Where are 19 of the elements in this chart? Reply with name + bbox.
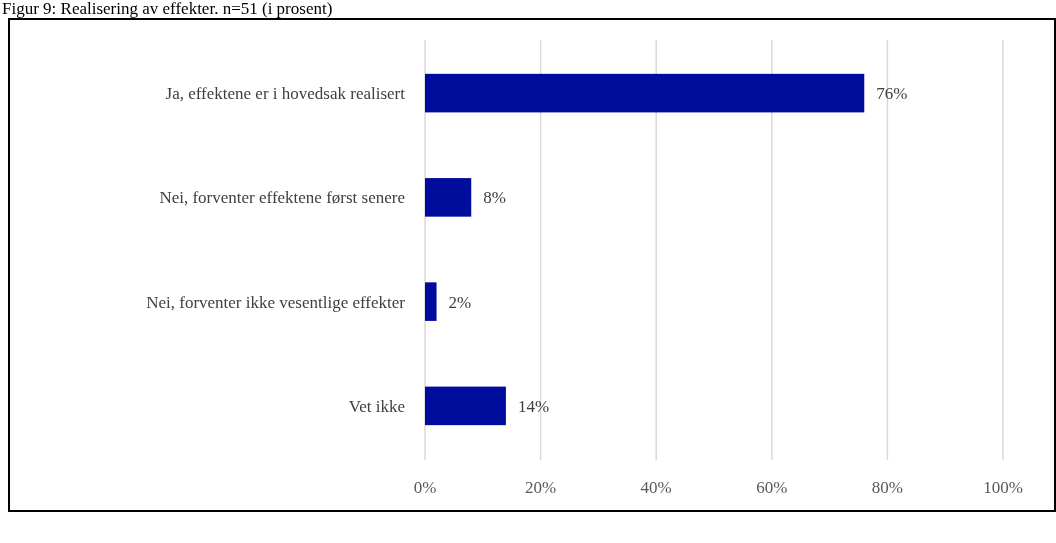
x-tick-label: 60% [756, 478, 788, 497]
data-label: 8% [483, 188, 506, 208]
y-tick-label: Nei, forventer effektene først senere [159, 188, 405, 208]
y-tick-label: Nei, forventer ikke vesentlige effekter [146, 292, 406, 312]
x-tick-label: 0% [413, 478, 437, 497]
bar [425, 178, 472, 217]
data-label: 76% [876, 84, 908, 104]
bar [425, 386, 506, 426]
data-label: 2% [448, 292, 472, 312]
bar [425, 73, 865, 113]
data-label: 14% [517, 396, 550, 416]
x-tick-label: 40% [640, 478, 672, 497]
x-tick-label: 20% [525, 478, 557, 497]
x-tick-label: 80% [871, 478, 903, 497]
y-tick-label: Ja, effektene er i hovedsak realisert [165, 84, 406, 104]
bar [425, 282, 437, 321]
text: Figur 9: Realisering av effekter. n=51 (i prosent) [2, 0, 333, 18]
y-tick-label: Vet ikke [348, 396, 405, 416]
x-tick-label: 100% [983, 478, 1023, 497]
